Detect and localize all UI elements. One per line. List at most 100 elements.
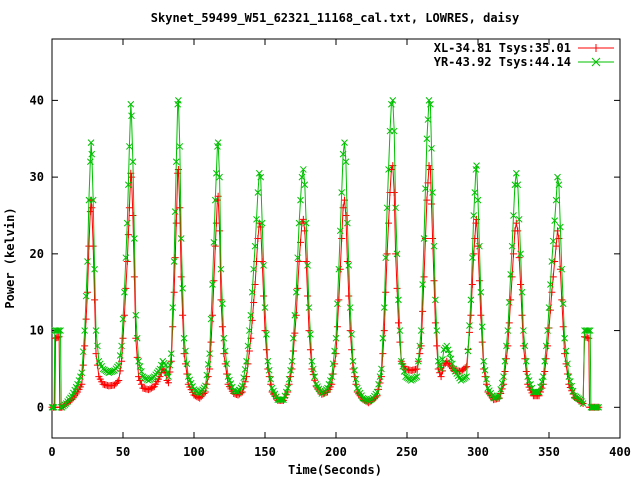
cross-marker <box>329 360 337 368</box>
cross-marker <box>351 366 358 374</box>
cross-marker <box>494 393 502 400</box>
cross-marker <box>217 265 225 273</box>
y-tick-label: 30 <box>30 170 44 184</box>
cross-marker <box>388 100 395 108</box>
plus-marker <box>475 277 483 285</box>
cross-marker <box>552 196 560 204</box>
plus-marker <box>181 360 189 368</box>
plus-marker <box>429 235 437 242</box>
cross-marker <box>57 327 64 334</box>
cross-marker <box>498 379 506 387</box>
plus-marker <box>345 292 353 300</box>
cross-marker <box>292 288 300 296</box>
cross-marker <box>211 196 219 204</box>
plus-marker <box>563 370 571 378</box>
x-tick-label: 300 <box>467 445 489 459</box>
cross-marker <box>424 116 432 123</box>
plus-marker <box>541 368 549 375</box>
y-axis-label: Power (kelvin) <box>3 207 17 308</box>
cross-marker <box>288 357 296 365</box>
cross-marker <box>244 342 252 350</box>
cross-marker <box>79 348 87 356</box>
cross-marker <box>397 357 405 365</box>
cross-marker <box>290 334 297 342</box>
cross-marker <box>132 311 140 319</box>
cross-marker <box>423 135 431 143</box>
plus-marker <box>519 342 527 350</box>
cross-marker <box>82 292 90 300</box>
plus-marker <box>292 311 300 319</box>
plus-marker <box>431 319 439 327</box>
cross-marker <box>284 384 292 392</box>
cross-marker <box>564 360 571 368</box>
cross-marker <box>415 357 422 365</box>
cross-marker <box>380 304 388 311</box>
cross-marker <box>254 189 262 196</box>
cross-marker <box>352 375 360 383</box>
plus-marker <box>220 350 228 358</box>
plus-marker <box>81 342 89 350</box>
cross-marker <box>383 204 391 212</box>
plus-marker <box>262 346 270 354</box>
plus-marker <box>79 361 87 369</box>
plus-marker <box>592 44 600 52</box>
cross-marker <box>297 196 304 204</box>
x-tick-label: 400 <box>609 445 631 459</box>
cross-marker <box>518 288 526 296</box>
plus-marker <box>477 311 485 319</box>
cross-marker <box>261 304 269 311</box>
cross-marker <box>291 311 299 319</box>
plus-marker <box>545 324 553 332</box>
cross-marker <box>176 143 184 150</box>
plus-marker <box>348 346 356 354</box>
cross-marker <box>116 352 124 359</box>
plus-marker <box>265 373 273 381</box>
plus-marker <box>112 380 120 388</box>
cross-marker <box>420 235 428 242</box>
cross-marker <box>165 373 172 380</box>
plus-marker <box>342 211 350 219</box>
cross-marker <box>267 375 275 383</box>
cross-marker <box>373 388 381 396</box>
cross-marker <box>393 250 401 258</box>
cross-marker <box>264 357 272 365</box>
cross-marker <box>167 350 175 357</box>
cross-marker <box>129 158 137 166</box>
cross-marker <box>219 300 226 308</box>
plus-marker <box>338 235 346 242</box>
cross-marker <box>566 378 574 385</box>
cross-marker <box>123 219 131 227</box>
cross-marker <box>495 392 503 400</box>
plus-marker <box>125 204 133 212</box>
cross-marker <box>81 327 89 334</box>
cross-marker <box>86 158 94 166</box>
plus-marker <box>542 355 550 363</box>
cross-marker <box>510 212 517 219</box>
plus-marker <box>446 361 454 369</box>
cross-marker <box>430 242 438 250</box>
plus-marker <box>521 355 529 363</box>
plus-marker <box>437 373 445 381</box>
cross-marker <box>241 366 249 373</box>
cross-marker <box>382 254 390 262</box>
cross-marker <box>586 327 594 334</box>
x-tick-label: 100 <box>183 445 205 459</box>
plus-marker <box>421 235 429 242</box>
cross-marker <box>179 285 186 292</box>
plus-marker <box>128 173 136 181</box>
plus-marker <box>336 265 344 273</box>
plus-marker <box>124 231 132 239</box>
cross-marker <box>579 400 587 407</box>
cross-marker <box>500 373 507 380</box>
plus-marker <box>508 273 516 281</box>
plus-marker <box>478 338 486 346</box>
plus-marker <box>146 385 154 393</box>
cross-marker <box>94 342 101 350</box>
cross-marker <box>565 373 573 380</box>
plus-marker <box>423 196 431 204</box>
plus-marker <box>137 380 145 388</box>
plus-marker <box>287 373 295 381</box>
plus-marker <box>585 334 593 342</box>
plus-marker <box>554 227 562 235</box>
